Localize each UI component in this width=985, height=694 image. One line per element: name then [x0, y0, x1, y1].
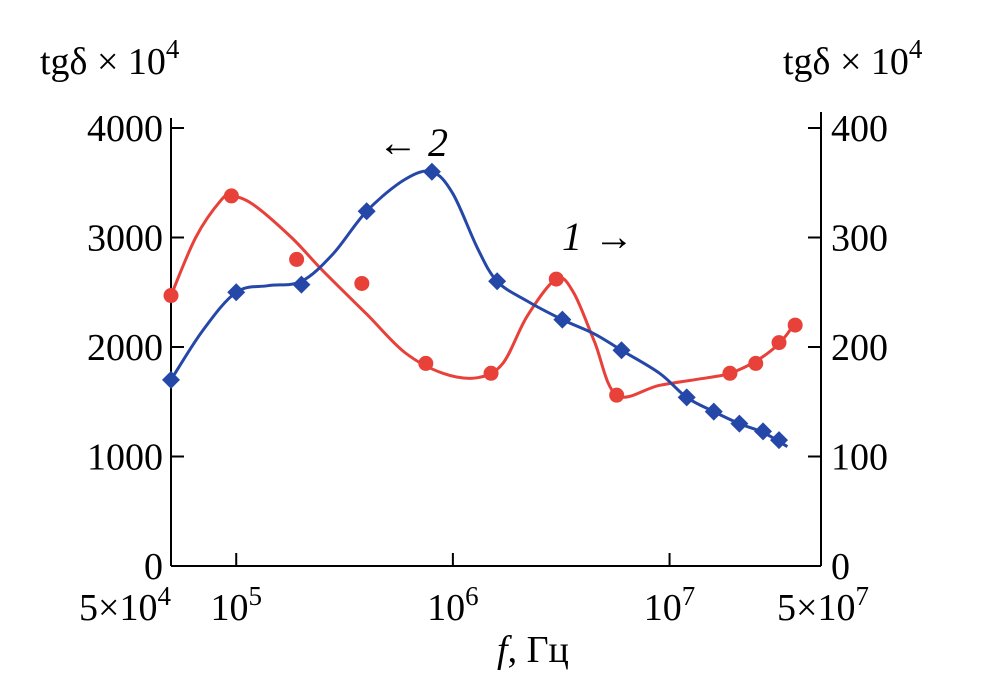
series-2-point: [612, 341, 631, 360]
x-tick-mantissa: 10: [427, 587, 465, 629]
series-1-point: [722, 365, 738, 381]
series-2-point: [704, 402, 723, 421]
series-2-point: [227, 283, 246, 302]
right-tick-label: 200: [831, 327, 888, 369]
x-tick-exponent: 7: [682, 581, 696, 611]
left-tick-label: 4000: [87, 108, 163, 150]
x-tick-mantissa: 5×10: [777, 587, 855, 629]
x-axis-title: f, Гц: [497, 629, 569, 671]
x-tick-label: 5×107: [777, 581, 869, 629]
series-1-point: [163, 288, 179, 304]
x-tick-label: 5×104: [79, 581, 171, 629]
right-axis-title-base: tgδ × 10: [783, 41, 909, 83]
series-2-point: [677, 388, 696, 407]
series-2: [162, 162, 789, 450]
series-1-point: [771, 335, 787, 351]
x-tick-mantissa: 10: [644, 587, 682, 629]
series-layer: [162, 162, 803, 450]
right-tick-label: 300: [831, 218, 888, 260]
x-tick-mantissa: 10: [210, 587, 248, 629]
series-2-line: [169, 169, 789, 448]
right-axis-title-exp: 4: [909, 34, 923, 64]
x-ticks: 5×104 105 106 107 5×107: [79, 553, 869, 629]
right-tick-label: 100: [831, 437, 888, 479]
series-2-point: [357, 202, 376, 221]
series-1-point: [483, 365, 499, 381]
series-1-point: [223, 188, 239, 204]
x-axis-title-rest: , Гц: [508, 629, 569, 671]
series-1-point: [418, 355, 434, 371]
series-2-point: [162, 370, 180, 389]
series-2-point: [553, 310, 572, 329]
series-1-number: 1: [562, 214, 582, 259]
axes: [170, 112, 822, 567]
x-tick-exponent: 4: [157, 581, 171, 611]
right-tick-label: 400: [831, 108, 888, 150]
x-tick-label: 105: [210, 581, 261, 629]
series-2-point: [422, 162, 441, 181]
series-2-number: 2: [428, 120, 448, 165]
x-tick-exponent: 6: [465, 581, 479, 611]
series-2-arrow: ←: [378, 120, 418, 165]
x-tick-mantissa: 5×10: [79, 587, 157, 629]
series-2-point: [292, 275, 311, 294]
series-1-point: [289, 251, 305, 267]
series-2-point: [754, 422, 773, 441]
right-tick-label: 0: [831, 546, 850, 588]
series-2-point: [770, 431, 789, 450]
series-2-point: [730, 414, 749, 433]
left-tick-label: 3000: [87, 218, 163, 260]
left-tick-label: 2000: [87, 327, 163, 369]
series-1-point: [548, 271, 564, 287]
series-1-annotation: 1 →: [562, 214, 634, 259]
left-axis-title: tgδ × 104: [40, 34, 180, 83]
left-axis-title-exp: 4: [166, 34, 180, 64]
series-2-annotation: ← 2: [378, 120, 448, 165]
left-tick-label: 0: [144, 546, 163, 588]
right-y-ticks: 0 100 200 300 400: [808, 108, 888, 588]
series-1-line: [169, 193, 797, 399]
series-1-point: [354, 275, 370, 291]
series-1-point: [609, 387, 625, 403]
series-1: [163, 188, 803, 403]
series-1-point: [748, 355, 764, 371]
x-tick-exponent: 5: [248, 581, 261, 611]
left-axis-title-base: tgδ × 10: [40, 41, 166, 83]
x-tick-label: 107: [644, 581, 696, 629]
left-tick-label: 1000: [87, 437, 163, 479]
series-1-arrow: →: [594, 214, 634, 259]
series-1-point: [787, 317, 803, 333]
series-2-point: [488, 272, 507, 291]
x-tick-label: 106: [427, 581, 479, 629]
right-axis-title: tgδ × 104: [783, 34, 923, 83]
left-y-ticks: 0 1000 2000 3000 4000: [87, 108, 184, 588]
x-tick-exponent: 7: [855, 581, 869, 611]
